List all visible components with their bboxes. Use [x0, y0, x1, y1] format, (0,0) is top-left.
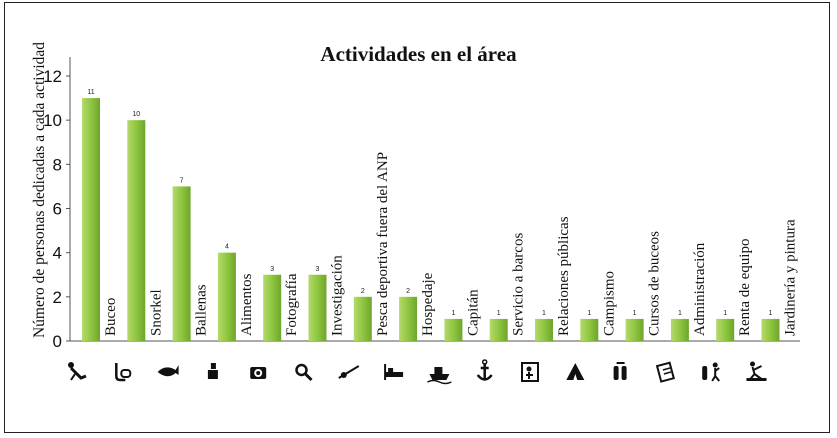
category-label: Fotografía	[284, 273, 300, 336]
category-label: Alimentos	[239, 273, 255, 336]
chart-title: Actividades en el área	[320, 42, 517, 66]
bar	[535, 318, 553, 341]
y-tick-label: 10	[43, 111, 62, 130]
category-label: Servicio a barcos	[511, 233, 527, 336]
y-tick-label: 6	[53, 200, 62, 219]
bar-value-label: 10	[132, 111, 140, 118]
bar	[580, 318, 599, 341]
bar	[716, 318, 735, 341]
bar-value-label: 1	[723, 310, 727, 317]
category-label: Relaciones públicas	[556, 216, 572, 336]
bar-value-label: 2	[406, 288, 410, 295]
equipment-rental-icon	[702, 362, 720, 382]
bar	[308, 274, 327, 341]
bed-icon	[384, 364, 404, 380]
category-label: Renta de equipo	[737, 239, 753, 336]
bar-value-label: 2	[361, 288, 365, 295]
bar-value-label: 1	[451, 310, 455, 317]
food-icon	[207, 363, 218, 379]
bar	[217, 252, 236, 341]
bar	[489, 318, 508, 341]
bar-value-label: 1	[497, 310, 501, 317]
anchor-icon	[476, 359, 493, 381]
whale-icon	[157, 365, 179, 377]
bar	[399, 296, 418, 341]
bar-value-label: 1	[678, 310, 682, 317]
magnifier-icon	[295, 363, 313, 382]
bar	[670, 318, 689, 341]
diver-icon	[68, 362, 87, 381]
bar	[82, 98, 100, 341]
tent-icon	[566, 363, 585, 380]
bar	[172, 186, 191, 341]
fishing-rod-icon	[338, 365, 360, 379]
bar-value-label: 7	[180, 177, 184, 184]
bar	[263, 274, 282, 341]
category-label: Pesca deportiva fuera del ANP	[375, 152, 391, 336]
scuba-tanks-icon	[613, 362, 627, 380]
bar-value-label: 4	[225, 244, 229, 251]
category-label: Investigación	[330, 255, 346, 336]
category-label: Ballenas	[194, 284, 210, 336]
boat-icon	[427, 367, 452, 385]
category-label: Hospedaje	[420, 272, 436, 336]
bar-value-label: 1	[587, 310, 591, 317]
bar	[761, 318, 780, 341]
camera-icon	[250, 367, 267, 379]
presentation-icon	[521, 362, 539, 382]
gardener-icon	[746, 361, 767, 381]
category-label: Buceo	[103, 298, 119, 336]
category-label: Jardinería y pintura	[783, 219, 799, 336]
y-tick-label: 0	[53, 332, 62, 351]
y-tick-label: 8	[53, 155, 62, 174]
category-label: Cursos de buceos	[647, 231, 663, 336]
bar-value-label: 11	[87, 89, 94, 96]
bar-value-label: 1	[769, 310, 773, 317]
clipboard-icon	[655, 361, 675, 383]
category-label: Administración	[692, 242, 708, 336]
category-label: Capitán	[465, 289, 481, 336]
bar	[444, 318, 463, 341]
bar	[625, 318, 644, 341]
bar	[353, 296, 372, 341]
y-tick-label: 2	[53, 288, 62, 307]
snorkel-icon	[115, 363, 132, 382]
chart-frame	[4, 2, 830, 433]
y-tick-label: 4	[53, 244, 62, 263]
category-label: Snorkel	[148, 289, 164, 336]
bar-value-label: 1	[542, 310, 546, 317]
bar	[127, 120, 146, 342]
bar-value-label: 3	[316, 266, 320, 273]
bar-value-label: 3	[270, 266, 274, 273]
bar-value-label: 1	[633, 310, 637, 317]
y-tick-label: 12	[43, 67, 62, 86]
category-label: Campismo	[601, 271, 617, 336]
